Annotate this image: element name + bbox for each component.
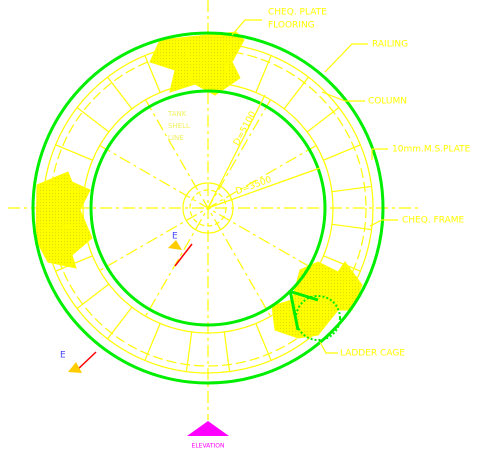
section-arrow (68, 362, 82, 373)
radial-frame (185, 331, 193, 372)
radial-frame (144, 323, 161, 361)
label: LINE (168, 134, 184, 142)
radial-frame (44, 185, 85, 193)
radial-frame (76, 283, 110, 309)
center-ring (189, 189, 227, 227)
elevation-arrow (187, 421, 229, 436)
label: LADDER CAGE (340, 349, 405, 359)
leader (324, 43, 368, 73)
section-label: E (172, 232, 178, 242)
dimension: D=5100 (232, 110, 259, 148)
dimension: D=3500 (234, 175, 273, 197)
leader (369, 219, 398, 227)
radial-frame (323, 144, 361, 161)
label: RAILING (372, 40, 408, 50)
label: SHELL (168, 122, 190, 130)
radial-frame (223, 331, 231, 372)
floor-plate (149, 31, 245, 96)
label: 10mm.M.S.PLATE (392, 145, 471, 155)
section-arrow (168, 240, 182, 250)
leader (319, 341, 338, 354)
radial-frame (331, 223, 372, 231)
outer-plate (31, 31, 385, 385)
radial-frame (107, 76, 133, 110)
tank-shell (89, 89, 327, 327)
section-label: E (60, 351, 66, 361)
label: COLUMN (368, 97, 407, 107)
leader (371, 148, 388, 160)
floor-plate (35, 171, 93, 269)
dimension-line (207, 94, 266, 209)
label: CHEQ. FRAME (402, 216, 465, 226)
radial-frame (55, 144, 93, 161)
radial-frame (255, 323, 272, 361)
radial-frame (331, 185, 372, 193)
radial-frame (55, 255, 93, 272)
center-ring (182, 182, 234, 234)
ladder (288, 289, 300, 331)
label: CHEQ. PLATE (268, 8, 327, 18)
geometry (8, 0, 420, 436)
radial-frame (107, 306, 133, 340)
elevation-label: ELEVATION (192, 443, 225, 450)
radial-frame (306, 107, 340, 133)
leader (321, 91, 365, 102)
radial-frame (185, 44, 193, 85)
label: FLOORING (268, 21, 315, 31)
dimension-line (207, 167, 321, 209)
radial-frame (223, 44, 231, 85)
radial-frame (283, 76, 309, 110)
radial-frame (44, 223, 85, 231)
radial-frame (255, 55, 272, 93)
radial-frame (144, 55, 161, 93)
label: TANK (167, 110, 187, 118)
leader (231, 19, 262, 36)
section-line (174, 243, 193, 267)
radial-frame (76, 107, 110, 133)
radial-frame (323, 255, 361, 272)
ladder (291, 290, 319, 302)
